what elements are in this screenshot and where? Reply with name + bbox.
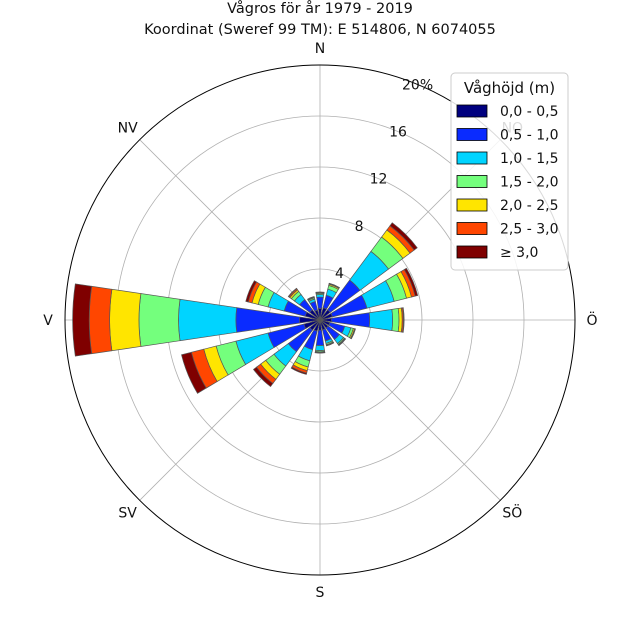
outer-circle (64, 64, 576, 576)
bar-segment (350, 328, 356, 340)
direction-label: V (43, 313, 53, 329)
bar-segment (72, 283, 93, 357)
legend: Våghöjd (m) 0,0 - 0,5 0,5 - 1,0 1,0 - 1,5 1,… (450, 72, 569, 271)
radial-tick-label: 8 (355, 219, 364, 235)
bar-segment (290, 366, 308, 375)
bar-segment (338, 338, 347, 347)
legend-swatch (456, 151, 488, 165)
direction-label: SÖ (502, 503, 522, 521)
bar-segment (403, 267, 419, 297)
legend-swatch (456, 245, 488, 259)
wave-rose-bars (72, 222, 419, 394)
legend-label: ≥ 3,0 (500, 245, 538, 261)
legend-swatch (456, 128, 488, 141)
legend-title: Våghöjd (m) (464, 79, 555, 97)
radial-tick-label: 16 (389, 125, 407, 141)
radial-tick-label: 4 (335, 266, 344, 282)
radial-tick-label: 20% (402, 77, 433, 93)
grid-spoke (139, 139, 321, 321)
direction-label: S (316, 585, 325, 601)
bar-segment (315, 329, 325, 346)
legend-label: 0,0 - 0,5 (500, 104, 558, 120)
bar-segment (178, 298, 238, 342)
legend-swatch (456, 175, 488, 188)
bar-segment (402, 307, 405, 333)
bar-segment (316, 296, 324, 310)
legend-label: 1,0 - 1,5 (500, 151, 558, 167)
legend-label: 2,0 - 2,5 (500, 198, 558, 214)
grid-spoke (319, 319, 501, 501)
direction-label: N (315, 41, 325, 57)
bar-segment (109, 288, 142, 352)
bar-segment (287, 287, 298, 298)
bar-segment (138, 293, 181, 347)
legend-swatch (456, 222, 488, 235)
bar-segment (252, 366, 274, 388)
legend-swatch (456, 104, 488, 118)
bar-segment (315, 291, 325, 293)
direction-label: NV (118, 121, 138, 137)
direction-label: SV (118, 505, 137, 521)
legend-label: 2,5 - 3,0 (500, 222, 558, 238)
direction-label: Ö (586, 311, 597, 329)
bar-segment (88, 285, 113, 355)
legend-label: 0,5 - 1,0 (500, 128, 558, 144)
bar-segment (181, 351, 207, 394)
bar-segment (389, 222, 418, 251)
chart-subtitle: Koordinat (Sweref 99 TM): E 514806, N 60… (144, 22, 496, 38)
radial-tick-label: 12 (370, 172, 388, 188)
bar-segment (328, 282, 340, 289)
bar-segment (307, 296, 315, 300)
bar-segment (314, 352, 326, 354)
bar-segment (391, 308, 400, 332)
legend-box (450, 72, 569, 271)
legend-label: 1,5 - 2,0 (500, 175, 558, 191)
chart-title: Vågros för år 1979 - 2019 (227, 0, 413, 17)
bar-segment (326, 342, 335, 347)
bar-segment (315, 344, 325, 351)
bar-segment (245, 280, 258, 303)
bar-segment (368, 308, 394, 332)
legend-swatch (456, 198, 488, 212)
